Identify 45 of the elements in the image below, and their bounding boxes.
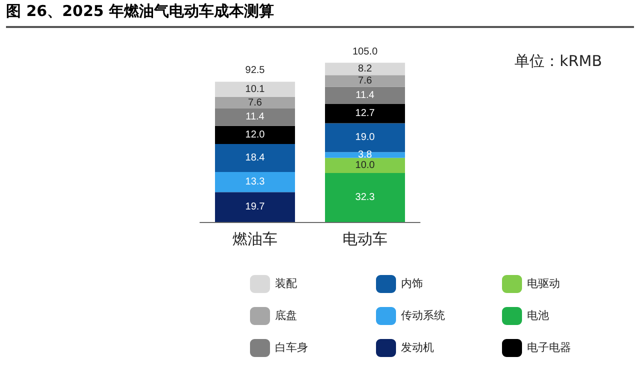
data-label: 3.8 [358, 149, 372, 160]
bar [215, 126, 295, 144]
bar [325, 158, 405, 174]
data-label: 19.7 [245, 202, 266, 213]
bar [325, 86, 405, 104]
bar [215, 144, 295, 172]
bar [215, 192, 295, 222]
total-label: 105.0 [352, 46, 378, 58]
data-label: 12.7 [355, 108, 376, 120]
bar [215, 82, 295, 98]
data-label: 10.0 [355, 160, 376, 171]
data-label: 32.3 [355, 192, 376, 204]
bar [215, 97, 295, 109]
bar [325, 123, 405, 152]
legend-label: 传动系统 [401, 309, 445, 322]
bar [325, 152, 405, 158]
legend-label: 内饰 [401, 277, 423, 290]
data-label: 13.3 [245, 176, 266, 188]
bar [325, 75, 405, 87]
data-label: 7.6 [248, 97, 262, 108]
bar [325, 62, 405, 76]
bar [215, 108, 295, 126]
data-label: 10.1 [245, 84, 266, 95]
bar [325, 173, 405, 222]
legend-label: 发动机 [401, 342, 434, 354]
data-label: 11.4 [246, 112, 265, 123]
x-tick-label: 电动车 [342, 231, 388, 248]
chart-title: 图 26、2025 年燃油气电动车成本测算 [6, 2, 634, 28]
legend-label: 电池 [527, 309, 549, 322]
data-label: 12.0 [245, 129, 266, 140]
legend-label: 底盘 [275, 309, 297, 322]
data-label: 11.4 [356, 90, 375, 101]
legend-label: 白车身 [275, 341, 308, 354]
bar [325, 104, 405, 124]
bar [215, 172, 295, 192]
data-label: 19.0 [355, 132, 376, 144]
legend-label: 电子电器 [527, 341, 571, 354]
data-label: 18.4 [245, 152, 266, 164]
legend-label: 电驱动 [527, 277, 560, 290]
data-label: 8.2 [358, 63, 372, 74]
legend-label: 装配 [275, 277, 297, 290]
x-tick-label: 燃油车 [232, 231, 278, 248]
text: 单位：kRMB [514, 52, 602, 71]
total-label: 92.5 [245, 65, 266, 76]
data-label: 7.6 [358, 75, 372, 86]
